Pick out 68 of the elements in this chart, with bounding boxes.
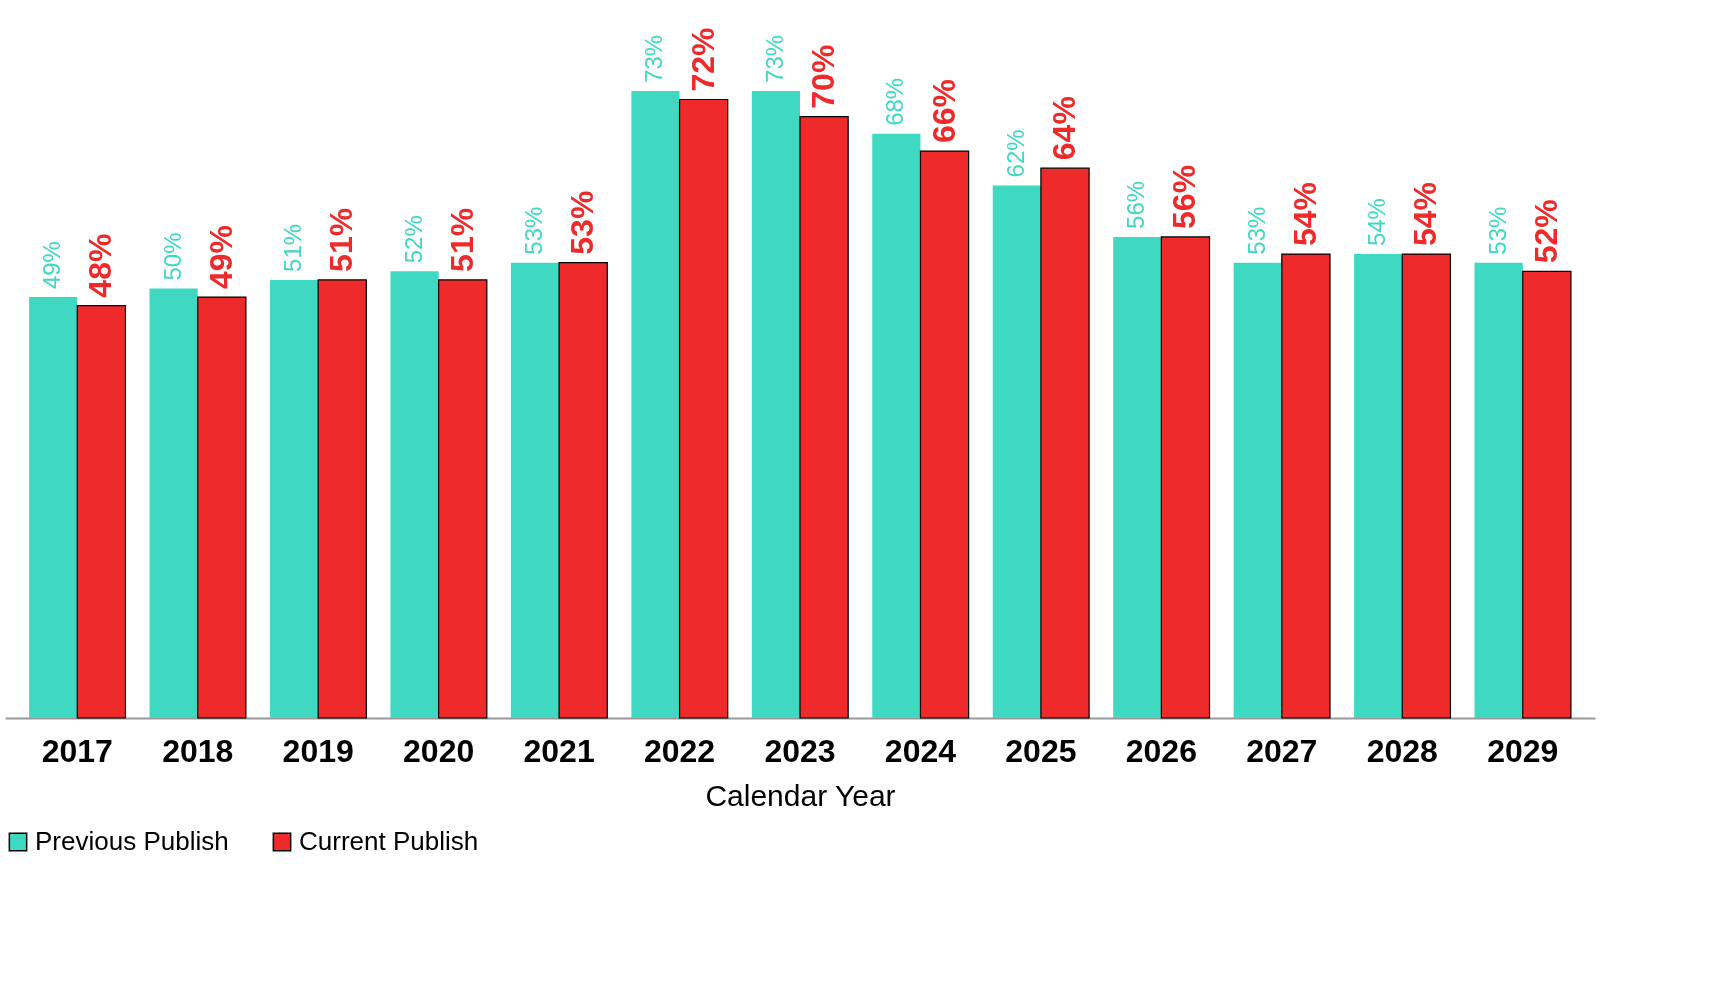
bar [270, 279, 319, 718]
bar [678, 98, 729, 719]
bar [751, 90, 800, 718]
data-label: 66% [925, 78, 962, 144]
data-label: 48% [82, 233, 119, 298]
data-label: 53% [564, 190, 601, 255]
bar [317, 279, 367, 719]
x-tick-label: 2018 [162, 732, 234, 769]
bar [76, 305, 127, 719]
x-tick-label: 2017 [41, 732, 113, 769]
data-label: 50% [158, 232, 186, 281]
data-label: 49% [38, 241, 66, 290]
bar [558, 262, 608, 719]
bar [1160, 236, 1211, 719]
x-tick-label: 2027 [1246, 732, 1318, 769]
bar [1474, 262, 1523, 718]
data-label: 53% [1483, 206, 1511, 255]
bar [992, 185, 1041, 718]
bar [919, 150, 970, 719]
data-label: 51% [443, 207, 480, 272]
data-label: 53% [520, 206, 547, 255]
data-label: 53% [1242, 206, 1270, 255]
bar [197, 296, 247, 719]
data-label: 49% [202, 225, 239, 290]
x-axis-title: Calendar Year [705, 778, 896, 812]
x-tick-label: 2022 [643, 732, 716, 769]
bar [510, 262, 560, 718]
data-label: 73% [640, 34, 668, 83]
bar [1401, 253, 1452, 719]
data-label: 72% [684, 27, 721, 92]
bar [390, 271, 439, 718]
data-label: 51% [279, 223, 307, 272]
data-label: 56% [1122, 180, 1150, 229]
x-tick-label: 2023 [764, 732, 836, 769]
bar [149, 288, 198, 718]
bar [1113, 236, 1162, 718]
bar [438, 279, 488, 719]
bar [1522, 270, 1572, 719]
data-label: 68% [881, 77, 909, 126]
x-tick-label: 2029 [1487, 732, 1559, 769]
data-label: 54% [1407, 182, 1444, 247]
x-tick-label: 2025 [1005, 732, 1077, 769]
x-tick-label: 2020 [403, 732, 475, 769]
data-label: 54% [1286, 182, 1323, 247]
data-label: 64% [1046, 96, 1082, 161]
bar [1233, 262, 1282, 718]
bar [1040, 167, 1090, 719]
bar [1281, 253, 1331, 719]
data-label: 73% [760, 34, 788, 83]
data-label: 52% [399, 215, 427, 264]
data-label: 62% [1001, 129, 1029, 178]
x-tick-label: 2026 [1125, 732, 1197, 769]
data-label: 51% [323, 207, 360, 272]
x-tick-label: 2021 [523, 732, 595, 769]
legend-label: Current Publish [299, 826, 479, 856]
bar [29, 297, 78, 718]
legend-label: Previous Publish [35, 826, 229, 856]
x-tick-label: 2024 [884, 732, 957, 769]
bar [799, 116, 849, 719]
x-tick-label: 2028 [1366, 732, 1438, 769]
x-tick-label: 2019 [282, 732, 354, 769]
data-label: 70% [805, 44, 842, 109]
bar [631, 90, 680, 718]
data-label: 56% [1166, 164, 1203, 229]
data-label: 52% [1527, 199, 1564, 264]
bar [872, 133, 921, 718]
data-label: 54% [1363, 198, 1391, 247]
bar [1354, 254, 1403, 718]
